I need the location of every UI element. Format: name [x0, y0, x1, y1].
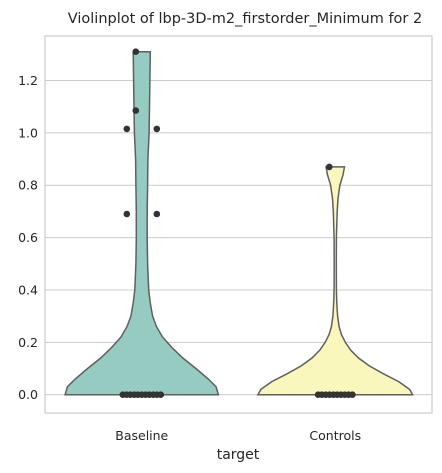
x-tick-label: Baseline	[115, 428, 168, 443]
violin-controls	[256, 166, 414, 396]
violins	[64, 50, 414, 396]
data-points	[119, 48, 356, 399]
y-tick-labels: 0.0 0.2 0.4 0.6 0.8 1.0 1.2	[18, 73, 38, 402]
data-point	[153, 210, 161, 218]
x-tick-labels: Baseline Controls	[115, 428, 361, 443]
y-tick-label: 0.4	[18, 282, 38, 297]
y-tick-label: 1.2	[18, 73, 38, 88]
data-point	[153, 125, 161, 133]
data-point	[132, 48, 140, 55]
y-tick-label: 0.6	[18, 230, 38, 245]
data-point	[157, 391, 165, 399]
gridlines	[45, 80, 432, 396]
plot-frame	[44, 35, 433, 414]
chart-title: Violinplot of lbp-3D-m2_firstorder_Minim…	[68, 11, 422, 27]
y-tick-label: 0.2	[18, 335, 38, 350]
violin-baseline	[64, 50, 220, 396]
data-point	[123, 125, 131, 133]
x-tick-label: Controls	[309, 428, 361, 443]
data-point	[349, 391, 356, 399]
y-tick-label: 0.0	[18, 387, 38, 402]
data-point	[132, 107, 140, 114]
data-point	[326, 163, 333, 171]
y-tick-label: 0.8	[18, 178, 38, 193]
y-tick-label: 1.0	[18, 125, 38, 140]
x-axis-label: target	[217, 447, 260, 463]
data-point	[123, 210, 131, 218]
